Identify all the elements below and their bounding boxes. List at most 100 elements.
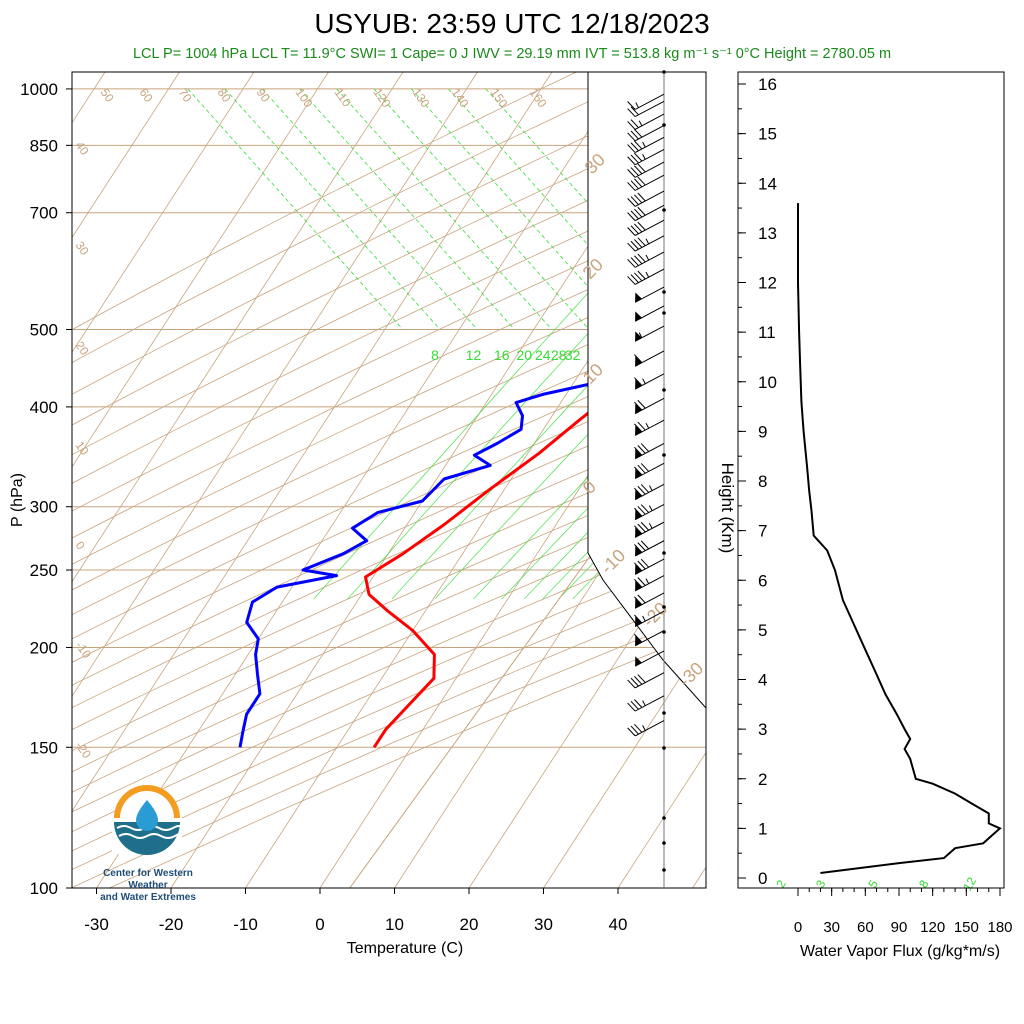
barb-line <box>630 257 639 266</box>
dry-adiabat <box>72 551 706 833</box>
y-tick-label: 100 <box>30 879 58 898</box>
barb-line <box>627 198 636 207</box>
dry-adiabat <box>72 72 653 364</box>
barb-line <box>640 558 650 568</box>
x-tick-label: 10 <box>385 915 404 934</box>
barb-line <box>630 677 639 687</box>
barb-shaft <box>634 235 665 252</box>
barb-half <box>648 523 653 529</box>
barb-half <box>638 332 643 338</box>
flux-y-tick-label: 10 <box>758 373 777 392</box>
isotherm-label: 0 <box>73 539 88 553</box>
mixing-ratio-label: 12 <box>466 347 482 363</box>
barb-flag <box>635 616 642 627</box>
logo-line-2: and Water Extremes <box>100 892 196 903</box>
barb-line <box>637 594 646 604</box>
barb-half <box>642 700 646 706</box>
staff-dot <box>662 453 666 457</box>
wind-barb <box>627 174 665 191</box>
barb-shaft <box>634 268 665 285</box>
barb-line <box>637 542 646 551</box>
wind-barb <box>627 219 665 236</box>
barb-line <box>640 504 650 513</box>
barb-shaft <box>634 174 665 191</box>
barb-line <box>637 560 646 570</box>
barb-line <box>634 699 643 708</box>
wind-barb <box>634 462 665 480</box>
barb-line <box>637 163 646 173</box>
barb-shaft <box>634 695 665 712</box>
wind-barb <box>634 650 665 667</box>
barb-shaft <box>634 113 665 130</box>
wind-barb <box>627 125 665 142</box>
wind-barb <box>634 305 665 322</box>
barb-line <box>634 178 643 188</box>
wind-barb <box>634 558 665 575</box>
flux-y-tick-label: 4 <box>758 671 767 690</box>
barb-line <box>634 165 643 175</box>
isotherm-line <box>468 522 706 888</box>
barb-shaft <box>634 219 665 236</box>
barb-line <box>637 505 646 515</box>
barb-line <box>627 258 636 268</box>
dry-adiabat <box>72 72 577 331</box>
wind-barb <box>627 190 665 207</box>
barb-line <box>634 194 643 204</box>
barb-line <box>630 210 639 220</box>
dry-adiabat <box>72 442 706 730</box>
flux-x-tick-label: 150 <box>954 919 979 936</box>
staff-dot <box>662 841 666 845</box>
barb-line <box>630 167 639 176</box>
y-tick-label: 1000 <box>20 80 58 99</box>
wind-barb <box>627 672 665 689</box>
moist-adiabat <box>299 88 515 330</box>
barb-line <box>634 401 643 411</box>
barb-line <box>627 727 636 737</box>
barb-line <box>637 464 646 474</box>
barb-line <box>634 446 643 456</box>
barb-line <box>627 108 636 117</box>
barb-flag <box>635 546 642 557</box>
wind-barb <box>634 373 665 390</box>
barb-line <box>634 208 643 218</box>
barb-shaft <box>634 190 665 207</box>
barb-line <box>630 154 639 164</box>
isotherm-label: 30 <box>73 239 92 258</box>
barb-half <box>642 154 646 160</box>
barb-line <box>634 354 643 363</box>
moist-adiabat <box>187 88 404 330</box>
moist-adiabat <box>373 88 590 330</box>
staff-dot <box>662 208 666 212</box>
flux-x-tick-label: 60 <box>857 919 874 936</box>
wind-barb <box>634 540 665 557</box>
chart-title: USYUB: 23:59 UTC 12/18/2023 <box>314 8 710 39</box>
y-tick-label: 700 <box>30 204 58 223</box>
y-tick-label: 150 <box>30 738 58 757</box>
moist-adiabat <box>261 88 478 330</box>
barb-half <box>645 422 650 429</box>
barb-line <box>634 466 643 476</box>
barb-line <box>634 544 643 553</box>
flux-x-axis-label: Water Vapor Flux (g/kg*m/s) <box>800 943 1000 960</box>
x-tick-label: -30 <box>84 915 109 934</box>
barb-line <box>634 272 643 282</box>
barb-flag <box>635 598 642 609</box>
barb-line <box>630 725 639 735</box>
barb-line <box>634 152 643 162</box>
isotherm-line <box>543 637 706 888</box>
mixing-ratio-label: 8 <box>431 347 439 363</box>
barb-line <box>634 128 643 138</box>
isotherm-line <box>767 72 1024 888</box>
isotherm-label: 20 <box>73 339 92 358</box>
barb-line <box>627 242 636 252</box>
dry-adiabat <box>72 345 706 640</box>
mixing-ratio-label: 28 <box>551 347 567 363</box>
isotherm-line <box>72 72 180 239</box>
barb-line <box>634 423 643 433</box>
y-axis-label: P (hPa) <box>9 473 26 527</box>
wind-barb <box>634 503 665 521</box>
wind-panel-mask <box>587 71 707 710</box>
dry-adiabat <box>72 530 706 813</box>
flux-y-tick-label: 11 <box>758 323 776 342</box>
